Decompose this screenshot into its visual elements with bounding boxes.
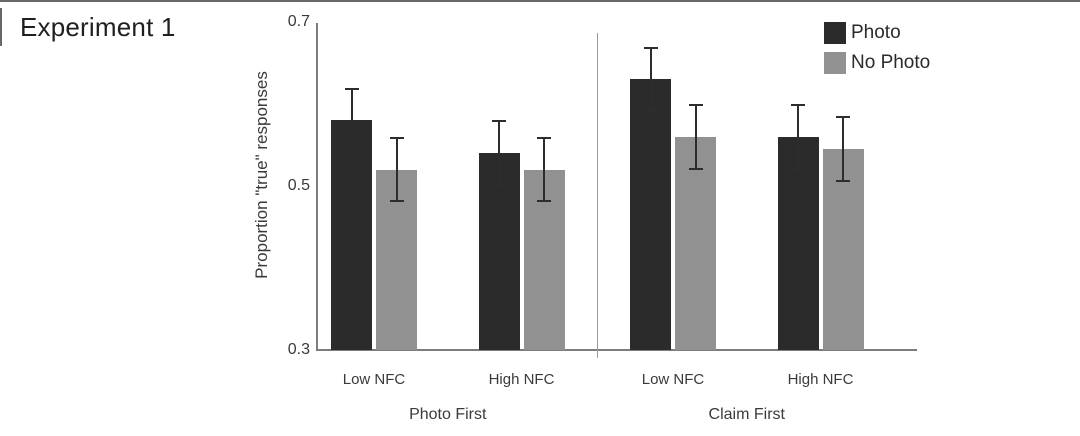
bar-no-photo-2 — [675, 136, 716, 350]
error-bar-photo-1 — [492, 120, 506, 186]
legend-item-photo: Photo — [824, 22, 930, 44]
error-bar-stem — [543, 136, 545, 203]
x-category-label-0: Low NFC — [342, 371, 406, 388]
error-bar-photo-0 — [344, 87, 359, 154]
error-bar-cap-bottom — [836, 179, 850, 182]
top-rule-line — [0, 0, 1080, 2]
error-bar-stem — [694, 104, 697, 170]
error-bar-no-photo-1 — [537, 136, 551, 203]
bar-photo-3 — [777, 136, 819, 350]
error-bar-cap-bottom — [344, 151, 359, 154]
bar-no-photo-3 — [822, 149, 864, 350]
y-axis-title: Proportion "true" responses — [252, 71, 271, 279]
legend-item-no-photo: No Photo — [824, 52, 930, 74]
error-bar-stem — [797, 104, 799, 170]
error-bar-stem — [395, 136, 398, 203]
chart-legend: Photo No Photo — [824, 22, 930, 74]
y-tick-label-0-5: 0.5 — [287, 177, 310, 194]
left-rule-fragment — [0, 8, 2, 46]
error-bar-cap-bottom — [643, 110, 658, 113]
y-axis-line — [316, 23, 318, 350]
error-bar-cap-bottom — [791, 167, 805, 170]
error-bar-photo-3 — [791, 104, 805, 170]
error-bar-stem — [842, 116, 844, 182]
x-axis-line — [316, 349, 917, 351]
legend-label: No Photo — [851, 52, 931, 73]
legend-swatch-no-photo — [824, 52, 846, 74]
y-tick-label-0-7: 0.7 — [287, 13, 310, 30]
error-bar-stem — [350, 87, 353, 154]
error-bar-no-photo-3 — [836, 116, 850, 182]
group-divider-line — [597, 33, 598, 358]
error-bar-cap-bottom — [492, 183, 506, 186]
error-bar-no-photo-0 — [389, 136, 404, 203]
error-bar-photo-2 — [643, 46, 658, 113]
x-category-label-3: High NFC — [787, 371, 854, 388]
bar-photo-0 — [331, 120, 372, 350]
x-category-label-1: High NFC — [488, 371, 555, 388]
figure-title: Experiment 1 — [20, 12, 176, 42]
error-bar-cap-bottom — [688, 167, 703, 170]
error-bar-no-photo-2 — [688, 104, 703, 170]
bar-photo-1 — [478, 153, 520, 350]
x-group-label-photo-first: Photo First — [409, 406, 487, 423]
error-bar-stem — [649, 46, 652, 113]
x-category-label-2: Low NFC — [641, 371, 705, 388]
legend-swatch-photo — [824, 22, 846, 44]
bar-photo-2 — [630, 79, 671, 350]
error-bar-cap-bottom — [389, 200, 404, 203]
x-group-label-claim-first: Claim First — [708, 406, 785, 423]
legend-label: Photo — [851, 22, 901, 43]
error-bar-cap-bottom — [537, 200, 551, 203]
error-bar-stem — [498, 120, 500, 186]
y-tick-label-0-3: 0.3 — [287, 341, 310, 358]
